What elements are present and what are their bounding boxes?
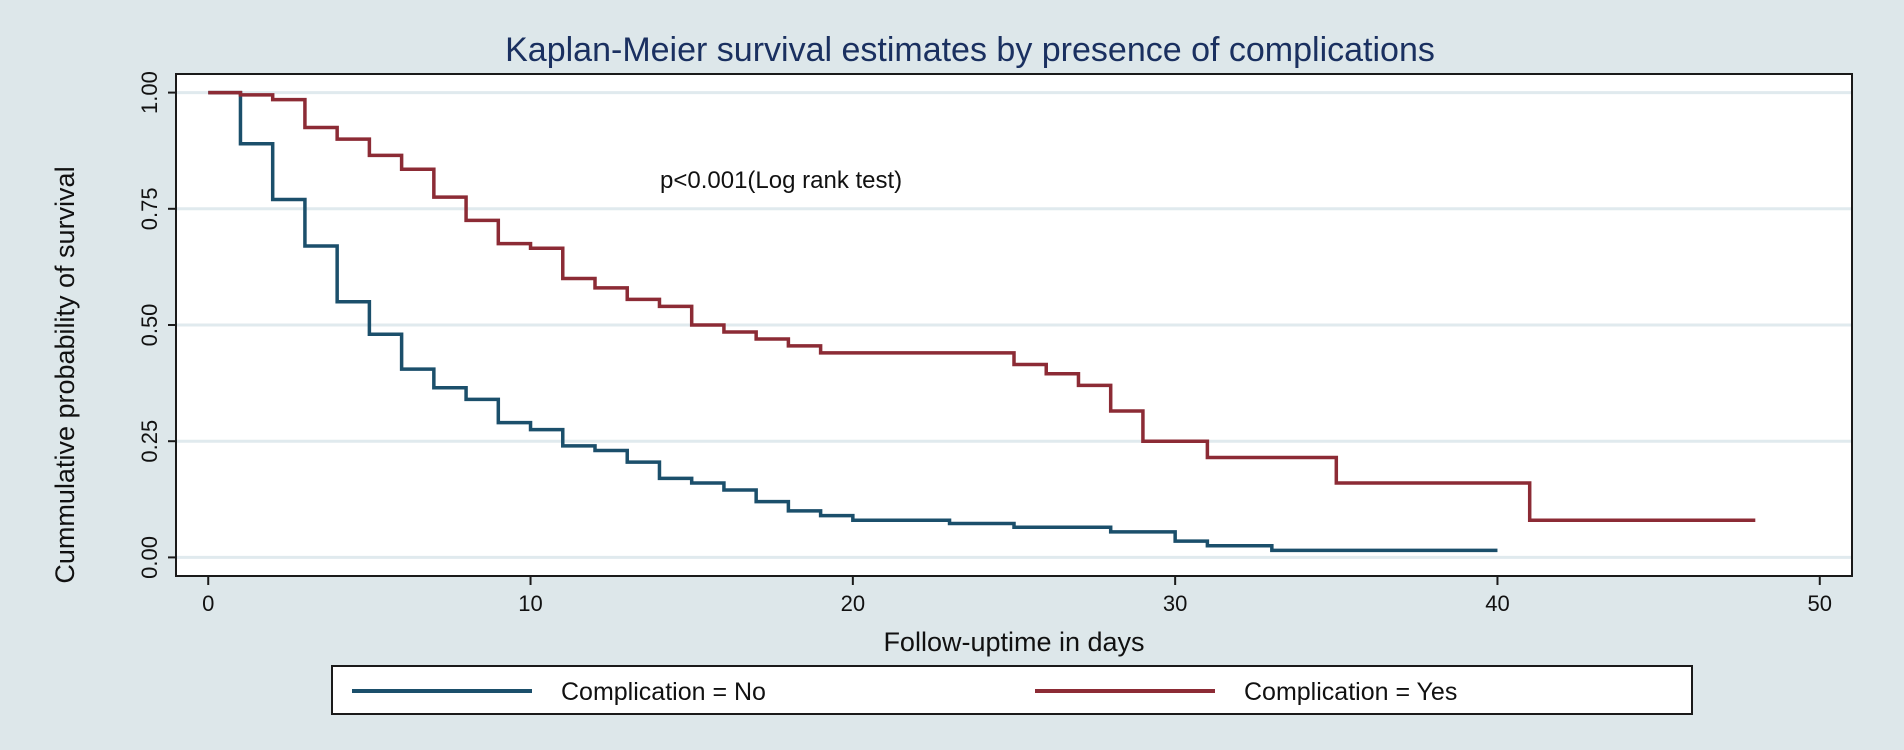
legend-label-complication-yes: Complication = Yes: [1244, 678, 1457, 706]
x-axis-title: Follow-uptime in days: [883, 627, 1144, 657]
y-axis-title: Cummulative probability of survival: [50, 166, 80, 583]
y-tick-label-3: 0.75: [137, 187, 162, 230]
legend-box: [331, 665, 1693, 715]
x-tick-label-2: 20: [841, 591, 865, 616]
y-tick-label-0: 0.00: [137, 536, 162, 579]
x-tick-label-4: 40: [1485, 591, 1509, 616]
series-line-complication-no: [208, 90, 1498, 553]
chart-title: Kaplan-Meier survival estimates by prese…: [505, 31, 1435, 69]
log-rank-annotation: p<0.001(Log rank test): [660, 167, 902, 194]
x-tick-label-0: 0: [202, 591, 214, 616]
y-tick-label-4: 1.00: [137, 71, 162, 114]
series-line-complication-yes: [208, 90, 1756, 522]
x-tick-label-3: 30: [1163, 591, 1187, 616]
ticks: 0.00 0.25 0.50 0.75 1.00 0 10 20 30 40 50: [137, 71, 1832, 616]
y-tick-label-2: 0.50: [137, 304, 162, 347]
grid-lines: [177, 91, 1851, 559]
series: [208, 90, 1756, 553]
legend: Complication = No Complication = Yes: [331, 665, 1693, 715]
x-tick-label-5: 50: [1808, 591, 1832, 616]
y-tick-label-1: 0.25: [137, 420, 162, 463]
x-tick-label-1: 10: [518, 591, 542, 616]
legend-label-complication-no: Complication = No: [561, 678, 766, 706]
